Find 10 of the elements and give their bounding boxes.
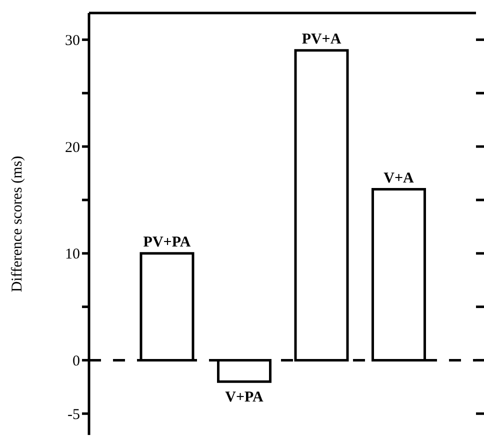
x-tick-label: V+A: [384, 170, 414, 186]
y-tick-label: 30: [65, 33, 80, 50]
y-tick-label: 0: [72, 354, 80, 370]
y-axis-title: Difference scores (ms): [9, 156, 26, 292]
y-tick-label: -5: [68, 406, 80, 423]
y-tick-label: 20: [65, 140, 80, 156]
x-tick-label: PV+A: [302, 31, 342, 48]
x-tick-label: PV+PA: [143, 234, 191, 250]
y-tick-label: 10: [65, 246, 80, 263]
x-tick-label: V+PA: [225, 390, 264, 406]
